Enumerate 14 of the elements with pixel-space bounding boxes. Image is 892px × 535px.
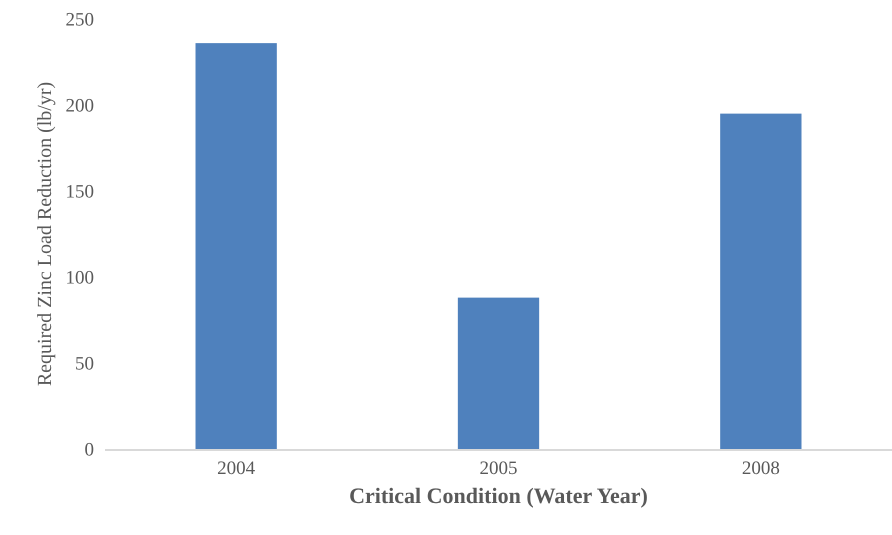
bar [720,114,802,449]
y-tick-label: 150 [66,182,94,203]
y-tick-label: 0 [84,440,94,461]
y-tick-label: 50 [75,354,94,375]
y-axis-title: Required Zinc Load Reduction (lb/yr) [34,82,56,386]
x-tick-label: 2004 [217,458,256,479]
bar [458,298,540,449]
x-tick-label: 2005 [480,458,518,479]
y-tick-label: 100 [66,268,94,289]
x-tick-label: 2008 [742,458,780,479]
x-axis-title: Critical Condition (Water Year) [349,483,648,508]
y-tick-label: 250 [66,10,94,31]
bar [196,43,277,449]
y-tick-label: 200 [66,96,94,117]
